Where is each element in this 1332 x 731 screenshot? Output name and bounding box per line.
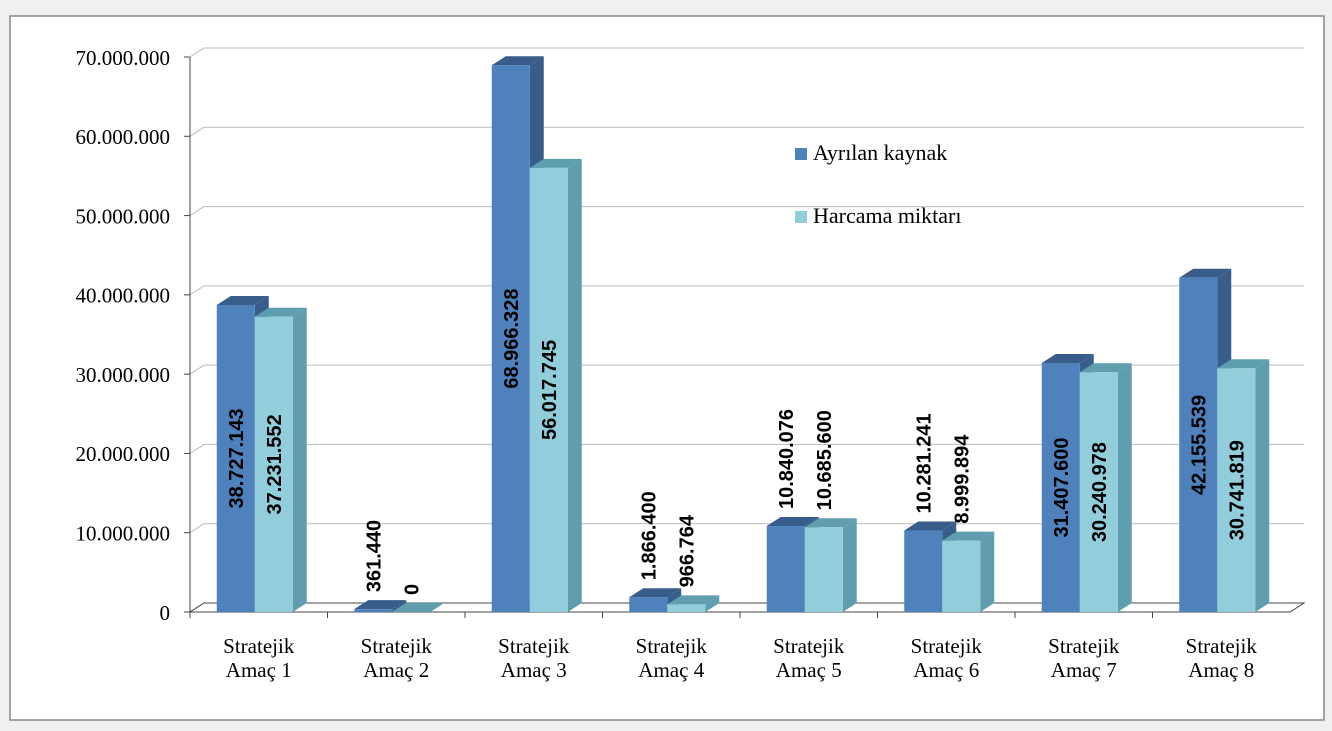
bar-top [942,531,995,541]
bar-top [667,595,720,605]
bar [354,609,393,612]
value-label: 38.727.143 [226,408,248,508]
y-tick-label: 40.000.000 [76,284,171,308]
grid-line [189,443,1304,454]
y-tick-label: 50.000.000 [76,204,171,228]
bar-top [529,158,582,168]
bar-side [1255,359,1270,612]
y-tick-label: 20.000.000 [76,442,171,466]
y-tick-label: 60.000.000 [76,125,171,149]
bar [629,597,668,612]
bar-top [216,295,269,305]
bar [254,316,293,612]
bar-top [629,588,682,598]
value-label: 10.840.076 [776,409,798,509]
y-tick-label: 70.000.000 [76,46,171,70]
x-tick-label: Stratejik Amaç 6 [910,634,982,682]
x-tick-label: Stratejik Amaç 4 [635,634,707,682]
legend-label: Ayrılan kaynak [813,140,947,165]
y-tick-label: 30.000.000 [76,363,171,387]
legend-swatch [795,148,807,160]
value-label: 31.407.600 [1051,437,1073,537]
bar-side [567,158,582,612]
bar-top [804,518,857,528]
value-label: 0 [402,584,424,595]
bar-top [1079,363,1132,373]
value-label: 30.240.978 [1089,442,1111,542]
bar-side [980,531,995,612]
value-label: 30.741.819 [1227,440,1249,540]
legend-swatch [795,211,807,223]
x-tick-label: Stratejik Amaç 2 [360,634,432,682]
bar [491,65,530,612]
x-tick-label: Stratejik Amaç 3 [498,634,570,682]
bar [667,604,706,612]
grid-line [189,47,1304,58]
bar-top [254,307,307,317]
bar [1179,277,1218,612]
value-label: 42.155.539 [1189,395,1211,495]
bar-side [392,600,407,612]
value-label: 8.999.894 [952,434,974,524]
bar-top [491,56,544,66]
bar-side [292,307,307,612]
x-tick-label: Stratejik Amaç 1 [223,634,295,682]
value-label: 10.685.600 [814,410,836,510]
value-label: 361.440 [364,520,386,592]
bar [529,167,568,612]
bar [942,540,981,612]
y-tick-label: 10.000.000 [76,522,171,546]
bar-side [1117,363,1132,612]
value-label: 1.866.400 [639,491,661,580]
value-label: 68.966.328 [501,289,523,389]
x-tick-label: Stratejik Amaç 5 [773,634,845,682]
bar-top [766,517,819,527]
legend-label: Harcama miktarı [813,203,961,228]
bar-top [1041,353,1094,363]
y-tick-label: 0 [160,601,171,625]
value-label: 966.764 [677,514,699,587]
bar [804,527,843,612]
bar [1079,372,1118,612]
grid-line [189,364,1304,375]
bar [1217,368,1256,612]
bar-side [842,518,857,612]
bar-top [1217,359,1270,369]
bar [904,530,943,612]
bar-top [904,521,957,531]
bar [1041,362,1080,612]
bar-side [705,595,720,612]
bar-top [1179,268,1232,278]
grid-line [189,126,1304,137]
bar-top [354,600,407,610]
grid-line [189,285,1304,296]
value-label: 10.281.241 [914,413,936,513]
value-label: 56.017.745 [539,340,561,440]
bar [766,526,805,612]
x-tick-label: Stratejik Amaç 7 [1048,634,1120,682]
bar [216,304,255,612]
bar-top [392,603,445,612]
x-tick-label: Stratejik Amaç 8 [1185,634,1257,682]
value-label: 37.231.552 [264,414,286,514]
grid-line [189,206,1304,216]
